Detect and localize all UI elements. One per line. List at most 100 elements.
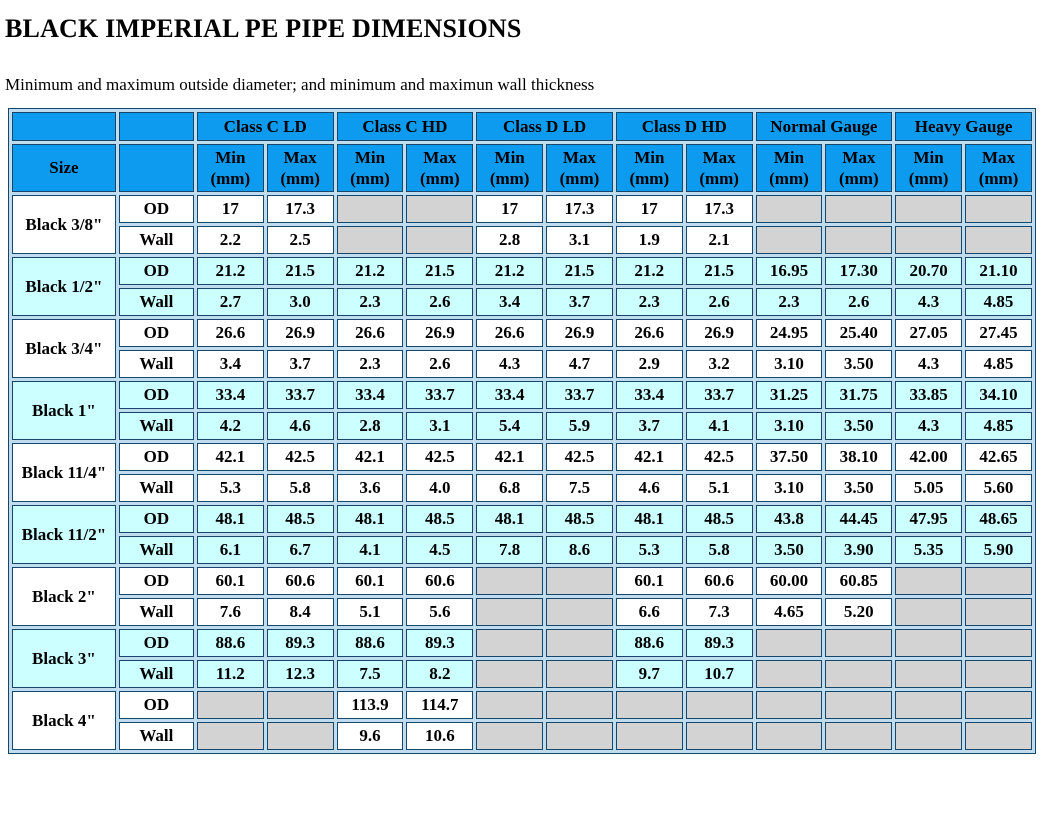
max-subheader-2: Max (mm): [546, 144, 613, 192]
size-cell: Black 11/4": [12, 443, 116, 502]
value-cell: 42.65: [965, 443, 1032, 471]
value-cell: 17.3: [546, 195, 613, 223]
empty-cell: [615, 691, 683, 719]
value-cell: 26.6: [196, 319, 264, 347]
value-cell: 48.1: [336, 505, 404, 533]
value-cell: 48.65: [965, 505, 1032, 533]
value-cell: 5.1: [336, 598, 404, 626]
value-cell: 26.9: [685, 319, 753, 347]
empty-cell: [965, 629, 1032, 657]
value-cell: 4.65: [755, 598, 823, 626]
table-row-wall: Wall 7.6 8.4 5.1 5.6 6.6 7.3 4.65 5.20: [12, 598, 1032, 626]
value-cell: 16.95: [755, 257, 823, 285]
value-cell: 4.2: [196, 412, 264, 440]
value-cell: 3.7: [266, 350, 334, 378]
value-cell: 2.8: [336, 412, 404, 440]
value-cell: 26.9: [406, 319, 474, 347]
row-label-wall: Wall: [118, 598, 194, 626]
empty-cell: [476, 691, 544, 719]
value-cell: 10.6: [406, 722, 474, 750]
empty-cell: [965, 567, 1032, 595]
size-header: Size: [12, 144, 116, 192]
value-cell: 47.95: [895, 505, 963, 533]
table-row-od: Black 1/2" OD 21.2 21.5 21.2 21.5 21.2 21.5 21.2…: [12, 257, 1032, 316]
table-row-od: Black 3/4" OD 26.6 26.9 26.6 26.9 26.6 26.9 26.6…: [12, 319, 1032, 378]
empty-cell: [895, 629, 963, 657]
empty-cell: [895, 660, 963, 688]
pipe-dimensions-table: Class C LD Class C HD Class D LD Class D HD…: [8, 108, 1036, 754]
value-cell: 2.6: [825, 288, 893, 316]
value-cell: 31.25: [755, 381, 823, 409]
value-cell: 17.30: [825, 257, 893, 285]
value-cell: 17: [196, 195, 264, 223]
value-cell: 3.7: [546, 288, 613, 316]
value-cell: 48.5: [685, 505, 753, 533]
value-cell: 7.6: [196, 598, 264, 626]
value-cell: 4.6: [266, 412, 334, 440]
value-cell: 11.2: [196, 660, 264, 688]
empty-cell: [755, 629, 823, 657]
value-cell: 27.05: [895, 319, 963, 347]
value-cell: 2.9: [615, 350, 683, 378]
empty-cell: [266, 691, 334, 719]
value-cell: 89.3: [406, 629, 474, 657]
row-label-header: [118, 144, 194, 192]
row-label-od: OD: [118, 443, 194, 471]
value-cell: 24.95: [755, 319, 823, 347]
value-cell: 48.5: [546, 505, 613, 533]
value-cell: 33.4: [615, 381, 683, 409]
size-header-spacer: [12, 112, 116, 141]
row-label-wall: Wall: [118, 412, 194, 440]
value-cell: 4.85: [965, 412, 1032, 440]
empty-cell: [685, 722, 753, 750]
value-cell: 4.7: [546, 350, 613, 378]
min-subheader-2: Min (mm): [476, 144, 544, 192]
value-cell: 43.8: [755, 505, 823, 533]
value-cell: 21.2: [196, 257, 264, 285]
size-cell: Black 1/2": [12, 257, 116, 316]
value-cell: 60.6: [266, 567, 334, 595]
empty-cell: [546, 567, 613, 595]
value-cell: 26.9: [546, 319, 613, 347]
value-cell: 3.10: [755, 474, 823, 502]
row-label-od: OD: [118, 691, 194, 719]
value-cell: 89.3: [685, 629, 753, 657]
value-cell: 48.1: [615, 505, 683, 533]
value-cell: 31.75: [825, 381, 893, 409]
value-cell: 3.1: [406, 412, 474, 440]
value-cell: 17.3: [266, 195, 334, 223]
value-cell: 5.3: [615, 536, 683, 564]
value-cell: 1.9: [615, 226, 683, 254]
value-cell: 21.2: [615, 257, 683, 285]
value-cell: 33.7: [685, 381, 753, 409]
value-cell: 9.7: [615, 660, 683, 688]
class-header-1: Class C HD: [336, 112, 474, 141]
row-label-wall: Wall: [118, 288, 194, 316]
value-cell: 5.9: [546, 412, 613, 440]
empty-cell: [895, 195, 963, 223]
value-cell: 88.6: [615, 629, 683, 657]
value-cell: 2.1: [685, 226, 753, 254]
size-cell: Black 4": [12, 691, 116, 750]
empty-cell: [825, 722, 893, 750]
value-cell: 60.1: [615, 567, 683, 595]
value-cell: 2.6: [685, 288, 753, 316]
max-subheader-1: Max (mm): [406, 144, 474, 192]
empty-cell: [336, 195, 404, 223]
empty-cell: [546, 629, 613, 657]
value-cell: 17.3: [685, 195, 753, 223]
table-row-wall: Wall 11.2 12.3 7.5 8.2 9.7 10.7: [12, 660, 1032, 688]
value-cell: 114.7: [406, 691, 474, 719]
value-cell: 6.1: [196, 536, 264, 564]
empty-cell: [965, 722, 1032, 750]
table-row-wall: Wall 2.2 2.5 2.8 3.1 1.9 2.1: [12, 226, 1032, 254]
value-cell: 3.50: [755, 536, 823, 564]
value-cell: 44.45: [825, 505, 893, 533]
value-cell: 3.4: [196, 350, 264, 378]
value-cell: 3.50: [825, 350, 893, 378]
value-cell: 7.3: [685, 598, 753, 626]
value-cell: 3.0: [266, 288, 334, 316]
value-cell: 60.85: [825, 567, 893, 595]
value-cell: 4.3: [895, 350, 963, 378]
table-row-wall: Wall 3.4 3.7 2.3 2.6 4.3 4.7 2.9 3.2 3.10 3.50 4.3 4…: [12, 350, 1032, 378]
